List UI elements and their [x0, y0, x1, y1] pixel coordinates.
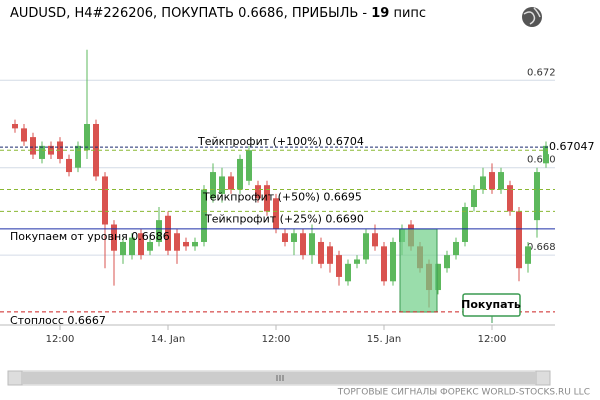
candle-body — [498, 172, 504, 190]
current-price-bg — [548, 140, 598, 155]
level-label: Тейкпрофит (+100%) 0.6704 — [197, 135, 364, 148]
candle-body — [435, 263, 441, 291]
candle-body — [129, 237, 135, 256]
footer: ТОРГОВЫЕ СИГНАЛЫ ФОРЕКС WORLD-STOCKS.RU … — [337, 388, 590, 398]
candle-body — [309, 233, 315, 256]
candle-body — [354, 259, 360, 264]
candle-body — [246, 150, 252, 181]
candle-body — [489, 172, 495, 190]
candle-body — [462, 207, 468, 242]
candle-body — [327, 246, 333, 264]
candle-body — [390, 241, 396, 282]
candle-body — [147, 241, 153, 251]
globe — [522, 7, 542, 27]
candle-body — [228, 176, 234, 190]
candle-body — [111, 224, 117, 251]
candle-body — [30, 137, 36, 155]
candle-body — [39, 145, 45, 159]
candle-body — [381, 246, 387, 282]
candle-body — [507, 185, 513, 212]
candle-body — [363, 233, 369, 260]
candle-body — [534, 172, 540, 221]
buy-button-box[interactable] — [462, 293, 521, 317]
candle-body — [300, 233, 306, 256]
candle-body — [237, 158, 243, 190]
y-tick-label: 0.668 — [527, 242, 556, 253]
globe-icon[interactable] — [522, 7, 542, 27]
candle-body — [273, 198, 279, 229]
candle-body — [444, 255, 450, 269]
scroll-grip — [276, 375, 284, 381]
scroll-left[interactable] — [7, 370, 23, 386]
level-label: Покупаем от уровня 0.6686 — [10, 230, 170, 243]
entry-zone — [399, 228, 438, 313]
buy-button[interactable]: Покупать — [461, 298, 521, 311]
candle-body — [120, 241, 126, 256]
candle-body — [192, 241, 198, 247]
candle-body — [372, 233, 378, 247]
candle-body — [183, 241, 189, 247]
candle-body — [93, 123, 99, 177]
current-price-label: 0.67047 — [549, 140, 595, 153]
x-tick-label: 12:00 — [262, 334, 291, 345]
candle-body — [543, 145, 549, 164]
candle-body — [21, 128, 27, 142]
y-tick-label: 0.672 — [527, 67, 556, 78]
candle-body — [255, 185, 261, 199]
candle-body — [264, 185, 270, 212]
candle-body — [12, 123, 18, 129]
candle-body — [471, 189, 477, 208]
candle-body — [318, 241, 324, 264]
level-label: Стоплосс 0.6667 — [10, 314, 106, 327]
level-label: Тейкпрофит (+50%) 0.6695 — [202, 191, 362, 204]
candle-body — [66, 158, 72, 173]
candle-body — [219, 176, 225, 194]
chart-title: AUDUSD, H4#226206, ПОКУПАТЬ 0.6686, ПРИБ… — [10, 6, 426, 21]
candle-body — [210, 172, 216, 199]
profit-pips: 19 — [371, 6, 389, 21]
x-tick-label: 15. Jan — [367, 334, 402, 345]
candle-body — [525, 246, 531, 264]
title-text: AUDUSD, H4#226206, ПОКУПАТЬ 0.6686, ПРИБ… — [10, 6, 371, 21]
candle-body — [516, 211, 522, 269]
candle-body — [453, 241, 459, 256]
candle-body — [291, 233, 297, 242]
candle-body — [165, 215, 171, 251]
globe-lines — [523, 7, 541, 25]
candle-body — [345, 263, 351, 282]
y-tick-label: 0.670 — [527, 155, 556, 166]
title-unit: пипс — [389, 6, 426, 21]
candle-body — [102, 176, 108, 225]
candle-body — [84, 123, 90, 151]
candle-body — [174, 233, 180, 251]
scroll-thumb[interactable] — [22, 372, 536, 384]
x-tick-label: 12:00 — [478, 334, 507, 345]
scroll-right[interactable] — [535, 370, 551, 386]
candle-body — [336, 255, 342, 277]
level-label: Тейкпрофит (+25%) 0.6690 — [204, 212, 364, 225]
candle-body — [282, 233, 288, 242]
candle-body — [138, 233, 144, 256]
candle-body — [156, 220, 162, 242]
candle-body — [75, 145, 81, 168]
x-tick-label: 12:00 — [46, 334, 75, 345]
candle-body — [480, 176, 486, 190]
x-tick-label: 14. Jan — [151, 334, 186, 345]
candle-body — [201, 189, 207, 242]
